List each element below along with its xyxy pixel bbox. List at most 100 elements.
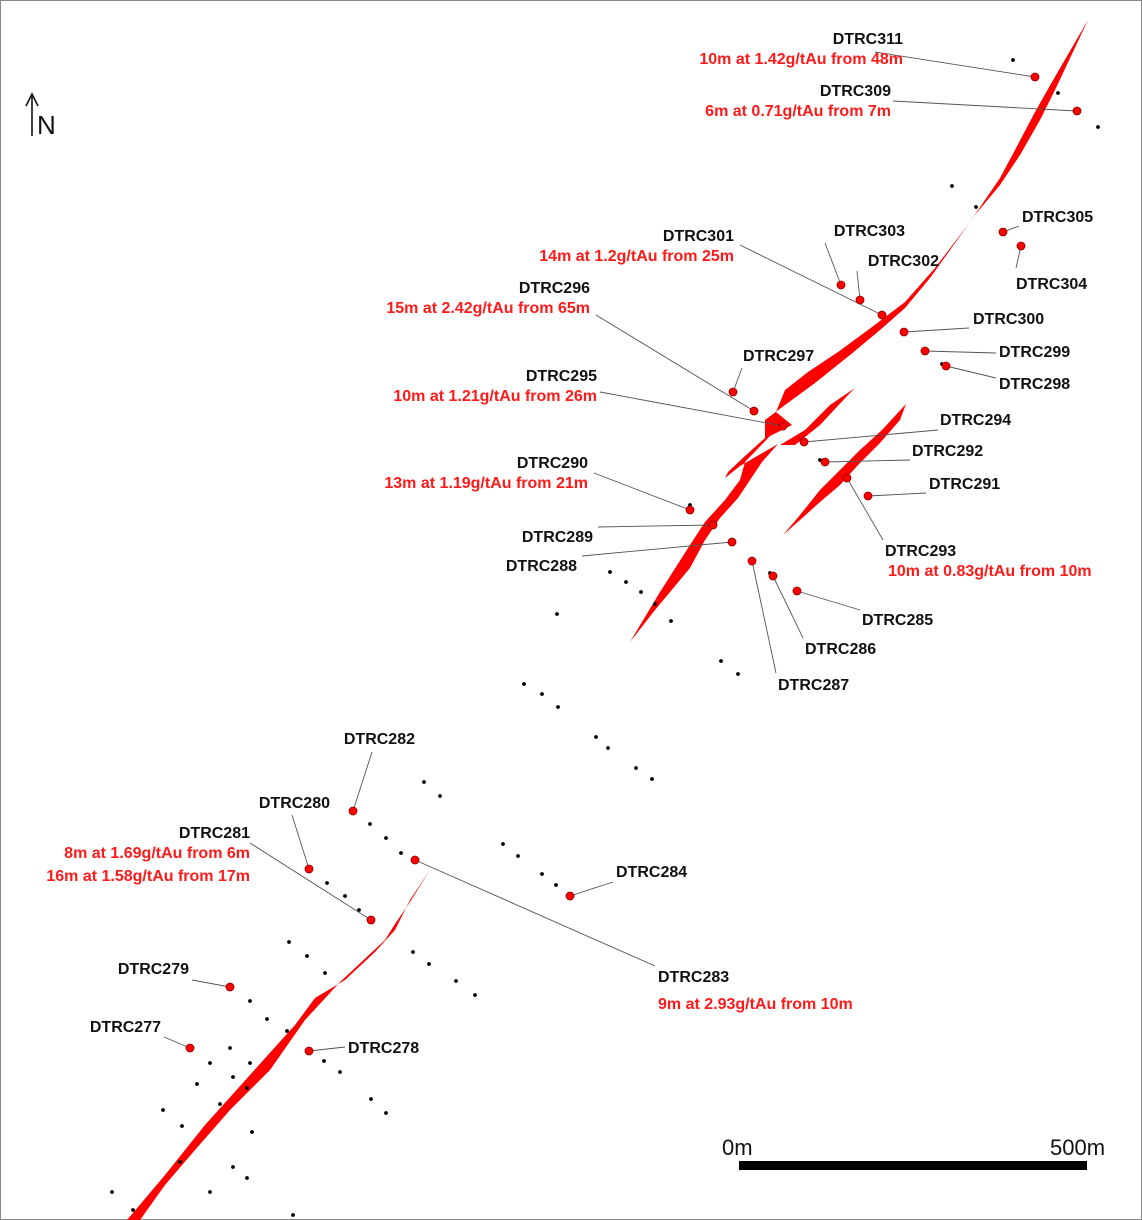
assay-result-dtrc293-1: 10m at 0.83g/tAu from 10m [888, 563, 1092, 580]
hole-id-dtrc303: DTRC303 [834, 223, 905, 240]
hole-id-dtrc291: DTRC291 [929, 476, 1000, 493]
vein-secondary [783, 404, 906, 535]
leader-dtrc285 [797, 591, 860, 610]
hole-id-dtrc293: DTRC293 [885, 543, 956, 560]
drill-trace-dot [178, 1160, 182, 1164]
drill-trace-dot [245, 1086, 249, 1090]
drill-trace-dot [384, 836, 388, 840]
drill-trace-dot [556, 705, 560, 709]
drill-trace-dot [305, 954, 309, 958]
drill-trace-dot [180, 1124, 184, 1128]
leader-dtrc280 [292, 815, 309, 869]
drill-trace-dot [231, 1075, 235, 1079]
drill-trace-dot [231, 1165, 235, 1169]
collar-dtrc296 [750, 407, 758, 415]
hole-id-dtrc283: DTRC283 [658, 969, 729, 986]
hole-id-dtrc285: DTRC285 [862, 612, 933, 629]
drill-trace-dot [208, 1190, 212, 1194]
drill-trace-dot [411, 950, 415, 954]
hole-id-dtrc279: DTRC279 [118, 961, 189, 978]
hole-id-dtrc287: DTRC287 [778, 677, 849, 694]
drill-trace-dot [369, 1097, 373, 1101]
drill-trace-dot [454, 979, 458, 983]
leader-dtrc309 [893, 101, 1077, 111]
drill-trace-dot [1056, 91, 1060, 95]
collar-dtrc280 [305, 865, 313, 873]
collar-dtrc293 [843, 474, 851, 482]
drill-trace-dot [606, 746, 610, 750]
leader-dtrc286 [773, 576, 803, 638]
drill-trace-dot [736, 672, 740, 676]
drill-trace-dot [473, 993, 477, 997]
collar-dtrc282 [349, 807, 357, 815]
leader-dtrc279 [192, 980, 230, 987]
collar-dtrc298 [942, 362, 950, 370]
collar-dtrc289 [709, 521, 717, 529]
scale-bar: 0m 500m [722, 1135, 1105, 1170]
assay-result-dtrc281-1: 8m at 1.69g/tAu from 6m [64, 845, 250, 862]
collar-dtrc285 [793, 587, 801, 595]
collar-dtrc288 [728, 538, 736, 546]
leader-dtrc292 [825, 460, 910, 462]
mineralised-vein [127, 20, 1088, 1220]
collar-dtrc303 [837, 281, 845, 289]
hole-id-dtrc277: DTRC277 [90, 1019, 161, 1036]
hole-id-dtrc305: DTRC305 [1022, 209, 1093, 226]
hole-id-dtrc300: DTRC300 [973, 311, 1044, 328]
leader-dtrc278 [309, 1047, 345, 1051]
scale-bar-graphic [739, 1161, 1087, 1170]
hole-id-dtrc298: DTRC298 [999, 376, 1070, 393]
collar-dtrc304 [1017, 242, 1025, 250]
drill-trace-dot [325, 881, 329, 885]
leader-dtrc300 [904, 328, 969, 332]
hole-id-dtrc296: DTRC296 [519, 280, 590, 297]
drill-trace-dot [653, 602, 657, 606]
drill-trace-dot [719, 659, 723, 663]
vein-main-body [127, 20, 1088, 1220]
drill-trace-dot [554, 883, 558, 887]
assay-result-dtrc311-1: 10m at 1.42g/tAu from 48m [699, 51, 903, 68]
drill-trace-dot [516, 854, 520, 858]
hole-id-dtrc304: DTRC304 [1016, 276, 1087, 293]
hole-id-dtrc297: DTRC297 [743, 348, 814, 365]
drill-trace-dot [501, 842, 505, 846]
drill-trace-dot [265, 1017, 269, 1021]
assay-result-dtrc301-1: 14m at 1.2g/tAu from 25m [539, 248, 734, 265]
drill-trace-dot [634, 766, 638, 770]
drill-trace-dot [1096, 125, 1100, 129]
assay-result-dtrc290-1: 13m at 1.19g/tAu from 21m [384, 475, 588, 492]
drill-trace-dot [250, 1130, 254, 1134]
drill-trace-dot [540, 872, 544, 876]
drill-trace-dot [422, 780, 426, 784]
collar-dtrc287 [748, 557, 756, 565]
collar-dtrc284 [566, 892, 574, 900]
drill-trace-dot [343, 894, 347, 898]
collar-dtrc309 [1073, 107, 1081, 115]
collar-dtrc297 [729, 388, 737, 396]
hole-id-dtrc311: DTRC311 [833, 31, 903, 48]
hole-id-dtrc295: DTRC295 [526, 368, 597, 385]
assay-result-dtrc296-1: 15m at 2.42g/tAu from 65m [386, 300, 590, 317]
collar-dtrc279 [226, 983, 234, 991]
hole-id-dtrc278: DTRC278 [348, 1040, 419, 1057]
collar-dtrc294 [800, 438, 808, 446]
drill-trace-dot [195, 1082, 199, 1086]
leader-dtrc290 [594, 473, 690, 510]
drill-trace-dot [287, 940, 291, 944]
drill-trace-dot [161, 1108, 165, 1112]
hole-id-dtrc280: DTRC280 [259, 795, 330, 812]
leader-dtrc281 [250, 843, 371, 920]
drill-trace-dot [427, 962, 431, 966]
leader-dtrc293 [847, 478, 883, 540]
hole-id-dtrc299: DTRC299 [999, 344, 1070, 361]
hole-id-dtrc282: DTRC282 [344, 731, 415, 748]
drill-trace-dot [322, 1059, 326, 1063]
collar-dtrc283 [411, 856, 419, 864]
drill-trace-dot [285, 1029, 289, 1033]
collar-dtrc311 [1031, 73, 1039, 81]
drill-trace-dot [338, 1070, 342, 1074]
hole-labels: DTRC311 10m at 1.42g/tAu from 48m DTRC309 6… [46, 31, 1093, 1057]
drill-trace-dot [245, 1176, 249, 1180]
collar-dtrc278 [305, 1047, 313, 1055]
